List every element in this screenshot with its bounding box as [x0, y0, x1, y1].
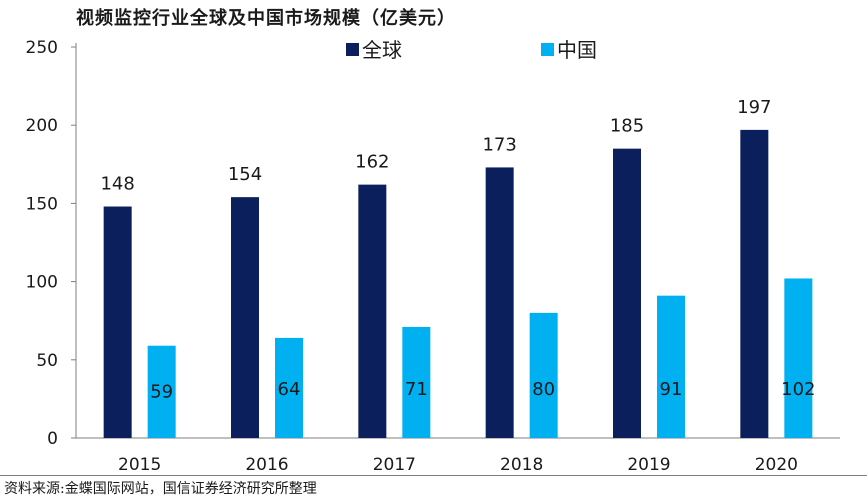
legend-label: 中国: [557, 38, 597, 62]
y-tick-label: 200: [26, 116, 58, 136]
x-tick-label: 2017: [373, 455, 416, 475]
footer-divider: [0, 475, 867, 476]
bar-中国-2019: [657, 295, 685, 438]
bar-中国-2020: [784, 278, 813, 438]
x-tick-label: 2018: [500, 455, 543, 475]
data-label: 91: [660, 379, 683, 400]
bar-全球-2017: [358, 184, 387, 438]
data-label: 71: [405, 379, 428, 400]
data-label: 197: [737, 97, 771, 118]
y-tick-label: 150: [26, 194, 58, 214]
x-tick-label: 2016: [245, 455, 288, 475]
data-label: 185: [610, 116, 644, 137]
data-label: 154: [228, 164, 262, 185]
source-note: 资料来源:金蝶国际网站，国信证券经济研究所整理: [4, 481, 317, 497]
bar-中国-2016: [275, 337, 303, 438]
x-tick-label: 2020: [755, 455, 798, 475]
bar-全球-2016: [231, 197, 259, 438]
data-label: 80: [532, 379, 555, 400]
y-tick-label: 0: [47, 429, 58, 449]
bar-全球-2020: [740, 129, 769, 438]
data-label: 173: [482, 134, 516, 155]
legend-swatch: [346, 43, 359, 56]
data-label: 148: [100, 174, 134, 195]
legend-swatch: [541, 43, 554, 56]
y-tick-label: 100: [26, 273, 58, 293]
data-label: 162: [355, 152, 389, 173]
bar-全球-2019: [613, 148, 641, 438]
x-tick-label: 2019: [627, 455, 670, 475]
bar-中国-2017: [402, 326, 431, 438]
data-label: 102: [781, 379, 815, 400]
bar-全球-2018: [485, 167, 514, 439]
bar-全球-2015: [103, 206, 132, 438]
data-label: 59: [150, 382, 173, 403]
y-tick-label: 50: [36, 351, 58, 371]
y-tick-label: 250: [26, 38, 58, 58]
bar-中国-2018: [529, 312, 558, 438]
data-label: 64: [278, 379, 301, 400]
legend-label: 全球: [362, 38, 402, 62]
chart-title: 视频监控行业全球及中国市场规模（亿美元）: [76, 8, 456, 29]
bar-中国-2015: [147, 345, 176, 438]
x-tick-label: 2015: [118, 455, 161, 475]
